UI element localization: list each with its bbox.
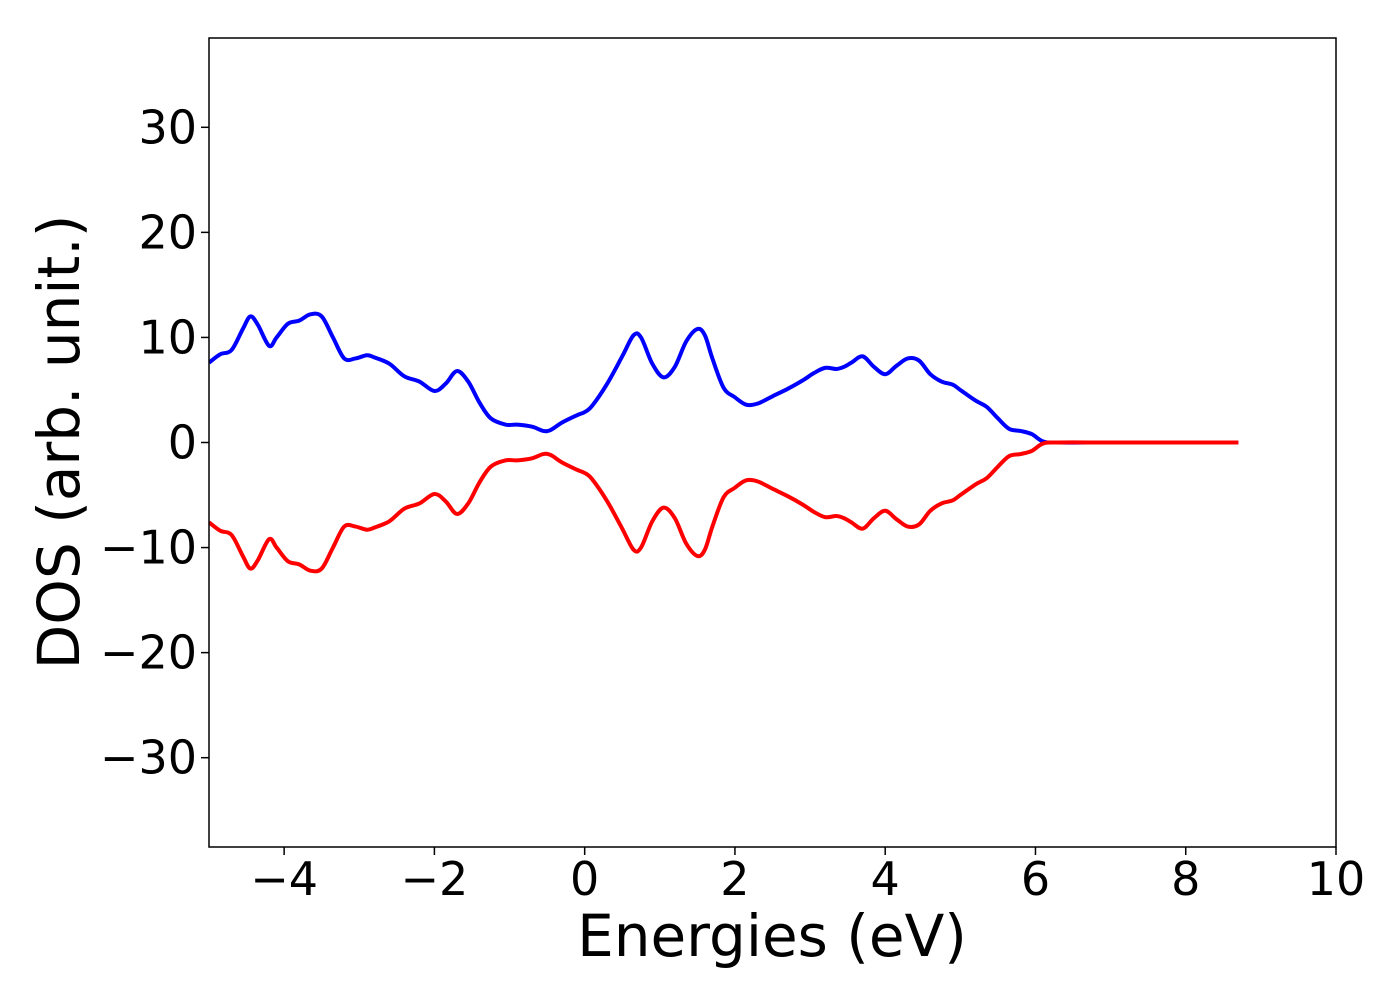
x-axis-ticks: −4 −2 0 2 4 6 8 10 bbox=[250, 847, 1365, 906]
y-axis-ticks: −30 −20 −10 0 10 20 30 bbox=[100, 100, 209, 785]
y-tick-label: −30 bbox=[100, 731, 197, 785]
x-tick-label: −4 bbox=[250, 852, 318, 906]
y-tick-label: 10 bbox=[138, 310, 197, 364]
y-tick-label: 30 bbox=[138, 100, 197, 154]
x-tick-label: 2 bbox=[720, 852, 749, 906]
x-tick-label: 0 bbox=[570, 852, 599, 906]
x-tick-label: 8 bbox=[1171, 852, 1200, 906]
y-tick-label: 20 bbox=[138, 205, 197, 259]
x-tick-label: 6 bbox=[1021, 852, 1050, 906]
y-tick-label: −10 bbox=[100, 521, 197, 575]
spin-up-line bbox=[209, 311, 1239, 445]
x-tick-label: 10 bbox=[1307, 852, 1366, 906]
x-axis-label: Energies (eV) bbox=[577, 902, 967, 970]
x-tick-label: −2 bbox=[400, 852, 468, 906]
y-tick-label: −20 bbox=[100, 626, 197, 680]
y-axis-label: DOS (arb. unit.) bbox=[25, 215, 93, 670]
x-tick-label: 4 bbox=[871, 852, 900, 906]
y-tick-label: 0 bbox=[168, 416, 197, 470]
series-layer bbox=[209, 311, 1239, 574]
spin-down-line bbox=[209, 440, 1239, 574]
